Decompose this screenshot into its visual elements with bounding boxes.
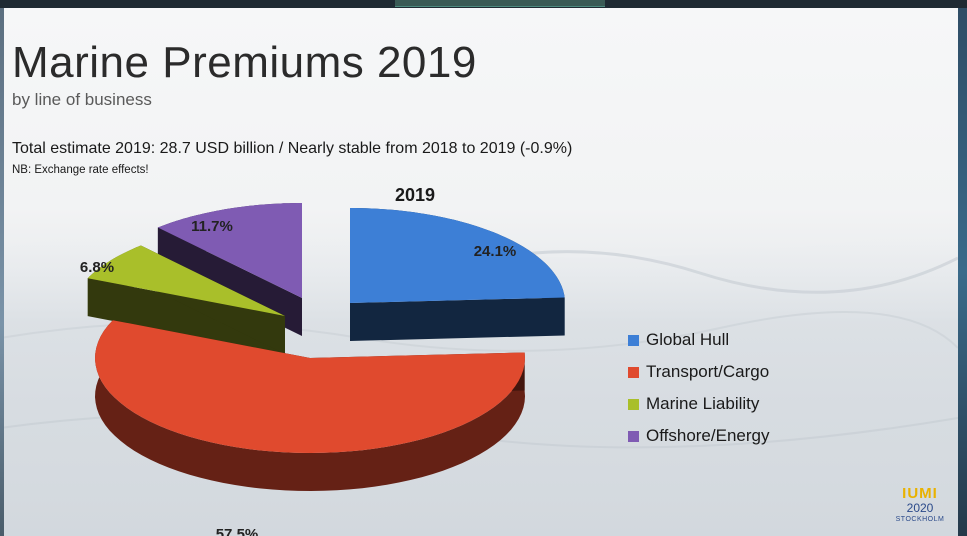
pie-slice-edge-global-hull-1 bbox=[350, 297, 565, 341]
pie-slice-transport-cargo bbox=[95, 320, 525, 491]
logo-text-iumi: IUMI bbox=[902, 485, 938, 502]
legend-swatch bbox=[628, 334, 639, 346]
pie-slice-marine-liability bbox=[87, 245, 285, 354]
legend-label: Transport/Cargo bbox=[646, 362, 770, 381]
pie-data-labels: 24.1% 57.5% 6.8% 11.7% bbox=[80, 218, 516, 536]
total-estimate-text: Total estimate 2019: 28.7 USD billion / … bbox=[12, 140, 573, 157]
exchange-rate-note: NB: Exchange rate effects! bbox=[12, 164, 149, 176]
pie-slices bbox=[87, 203, 565, 491]
pie-slice-top-global-hull bbox=[350, 208, 565, 303]
legend-label: Global Hull bbox=[646, 330, 730, 349]
window-tab-strip bbox=[395, 0, 605, 7]
presentation-slide: Marine Premiums 2019 by line of business… bbox=[0, 8, 958, 536]
legend-swatch bbox=[628, 430, 639, 442]
data-label-transport-cargo: 57.5% bbox=[216, 526, 259, 536]
data-label-marine-liability: 6.8% bbox=[80, 259, 114, 276]
pie-slice-edge-marine-liability-0 bbox=[87, 278, 285, 354]
chart-legend: Global Hull Transport/Cargo Marine Liabili… bbox=[628, 324, 769, 452]
legend-label: Marine Liability bbox=[646, 394, 760, 413]
legend-swatch bbox=[628, 398, 639, 410]
legend-item-transport-cargo: Transport/Cargo bbox=[628, 356, 769, 388]
data-label-global-hull: 24.1% bbox=[474, 243, 517, 260]
legend-swatch bbox=[628, 366, 639, 378]
legend-label: Offshore/Energy bbox=[646, 426, 770, 445]
logo-text-city: STOCKHOLM bbox=[895, 516, 945, 523]
iumi-logo: IUMI 2020 STOCKHOLM bbox=[892, 486, 948, 524]
chart-title: 2019 bbox=[395, 185, 435, 205]
data-label-offshore-energy: 11.7% bbox=[191, 218, 233, 235]
pie-slice-top-transport-cargo bbox=[95, 320, 525, 453]
window-top-bar bbox=[0, 0, 967, 8]
pie-slice-top-marine-liability bbox=[87, 245, 285, 316]
screen-edge-right bbox=[958, 8, 967, 536]
logo-text-year: 2020 bbox=[906, 501, 934, 515]
legend-item-global-hull: Global Hull bbox=[628, 324, 769, 356]
legend-item-marine-liability: Marine Liability bbox=[628, 388, 769, 420]
slide-title: Marine Premiums 2019 bbox=[12, 38, 477, 87]
legend-item-offshore-energy: Offshore/Energy bbox=[628, 420, 769, 452]
slide-subtitle: by line of business bbox=[12, 90, 152, 109]
pie-slice-global-hull bbox=[350, 208, 565, 341]
pie-slice-top-offshore-energy bbox=[157, 203, 302, 298]
pie-slice-side-transport-cargo bbox=[95, 320, 525, 491]
screen-edge-left bbox=[0, 8, 4, 536]
pie-chart: 2019 24.1% 57.5% 6.8% 11.7% bbox=[80, 185, 565, 536]
